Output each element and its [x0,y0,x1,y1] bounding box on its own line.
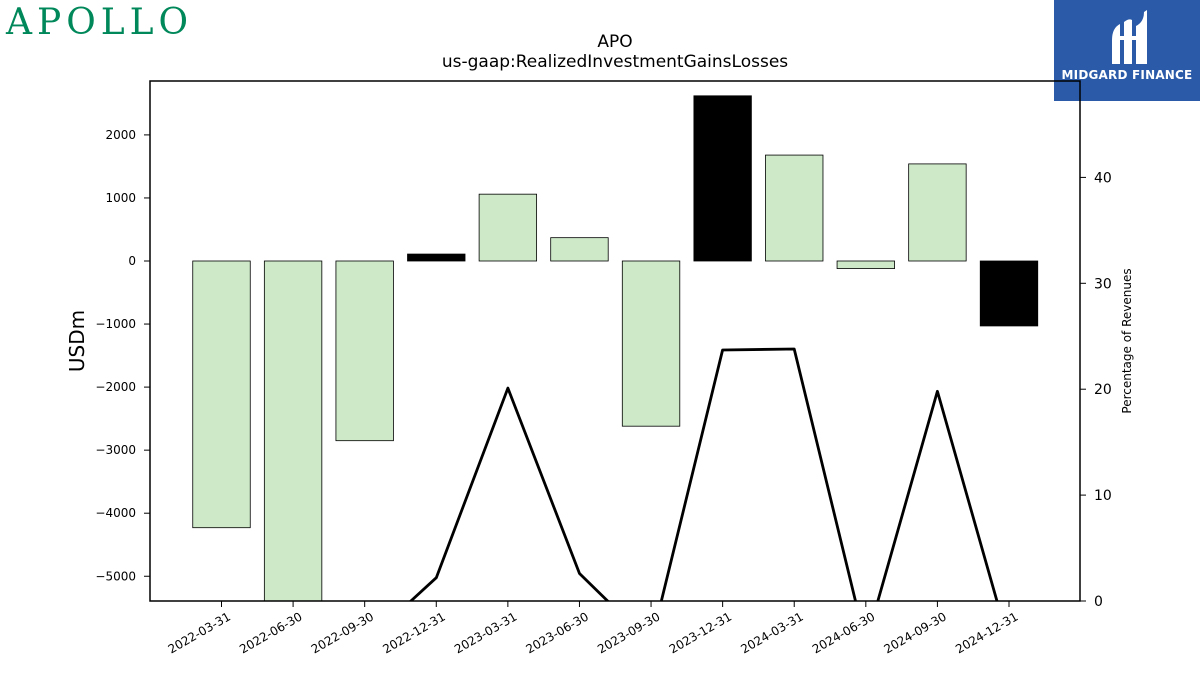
x-tick-label-2024-06-30: 2024-06-30 [810,609,877,656]
left-tick-label--5000: −5000 [95,569,136,583]
y2-axis-label: Percentage of Revenues [1120,268,1134,413]
right-tick-label-20: 20 [1094,382,1112,398]
x-tick-label-2023-09-30: 2023-09-30 [595,609,662,656]
left-tick-label--4000: −4000 [95,506,136,520]
x-tick-label-2024-12-31: 2024-12-31 [953,609,1020,656]
left-tick-label--1000: −1000 [95,317,136,331]
right-tick-label-0: 0 [1094,594,1103,610]
left-tick-label-0: 0 [128,254,136,268]
bar-2024-03-31 [765,154,824,262]
x-tick-label-2022-12-31: 2022-12-31 [380,609,447,656]
bar-2022-03-31 [192,260,251,529]
x-tick-label-2023-12-31: 2023-12-31 [667,609,734,656]
midgard-emblem-icon [1112,10,1147,64]
left-tick-label-1000: 1000 [105,191,136,205]
bar-2024-09-30 [908,163,967,262]
right-tick-label-30: 30 [1094,276,1112,292]
right-tick-label-10: 10 [1094,488,1112,504]
bar-2022-09-30 [335,260,394,442]
right-tick-label-40: 40 [1094,170,1112,186]
bar-2022-12-31 [407,253,466,262]
bar-2024-06-30 [836,260,895,269]
bar-2023-06-30 [550,237,609,262]
bar-2023-09-30 [621,260,681,427]
midgard-finance-logo: MIDGARD FINANCE [1054,0,1200,101]
plot-frame [149,80,1081,602]
left-tick-label--2000: −2000 [95,380,136,394]
x-tick-label-2022-06-30: 2022-06-30 [237,609,304,656]
x-tick-label-2022-09-30: 2022-09-30 [309,609,376,656]
y-axis-label: USDm [65,310,89,372]
chart-subtitle: us-gaap:RealizedInvestmentGainsLosses [441,52,789,72]
bar-2023-12-31 [693,95,752,262]
bar-2023-03-31 [478,193,538,262]
x-tick-label-2024-09-30: 2024-09-30 [882,609,949,656]
left-tick-label--3000: −3000 [95,443,136,457]
apollo-logo: APOLLO [6,2,194,43]
x-tick-label-2024-03-31: 2024-03-31 [738,609,805,656]
x-tick-label-2023-03-31: 2023-03-31 [452,609,519,656]
bar-2024-12-31 [979,260,1039,327]
x-tick-label-2023-06-30: 2023-06-30 [524,609,591,656]
midgard-finance-name: MIDGARD FINANCE [1061,68,1193,82]
x-tick-label-2022-03-31: 2022-03-31 [166,609,233,656]
bar-2022-06-30 [263,260,323,601]
left-tick-label-2000: 2000 [105,128,136,142]
chart-title: APO [597,32,633,52]
